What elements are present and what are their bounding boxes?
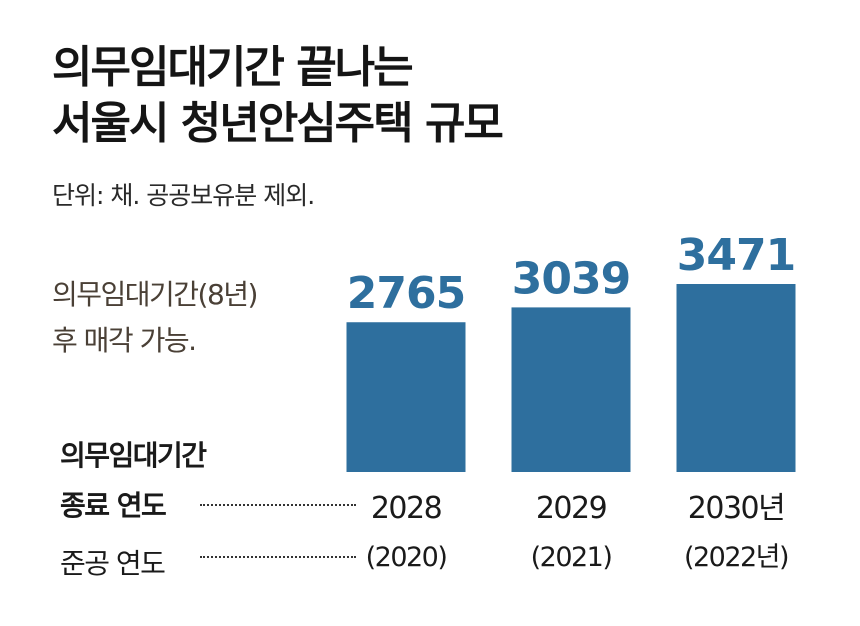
title-line-2: 서울시 청년안심주택 규모 [52,98,504,149]
completion-year-label-3: (2022년) [684,542,788,573]
value-label-1: 2765 [347,268,465,319]
annotation-line-1: 의무임대기간(8년) [52,278,258,311]
completion-year-label: 준공 연도 [60,547,166,580]
value-label-3: 3471 [677,230,795,281]
value-label-2: 3039 [512,253,630,304]
unit-note: 단위: 채. 공공보유분 제외. [52,181,315,210]
x-tick-label-2: 2029 [536,491,606,526]
bar-2 [511,307,631,472]
completion-year-label-1: (2020) [366,542,447,573]
annotation: 의무임대기간(8년) 후 매각 가능. [52,272,258,364]
annotation-line-2: 후 매각 가능. [52,324,197,357]
bar-3 [676,284,796,472]
end-year-label-line-1: 의무임대기간 [60,439,207,472]
end-year-label-line-2: 종료 연도 [60,489,167,522]
x-tick-label-1: 2028 [371,491,442,526]
end-year-leader-dots [200,504,356,506]
completion-year-label-2: (2021) [531,542,612,573]
chart-title: 의무임대기간 끝나는 서울시 청년안심주택 규모 [52,40,504,152]
title-line-1: 의무임대기간 끝나는 [52,42,414,93]
x-tick-label-3: 2030년 [688,491,784,526]
bar-1 [346,322,466,472]
completion-year-leader-dots [200,556,356,558]
